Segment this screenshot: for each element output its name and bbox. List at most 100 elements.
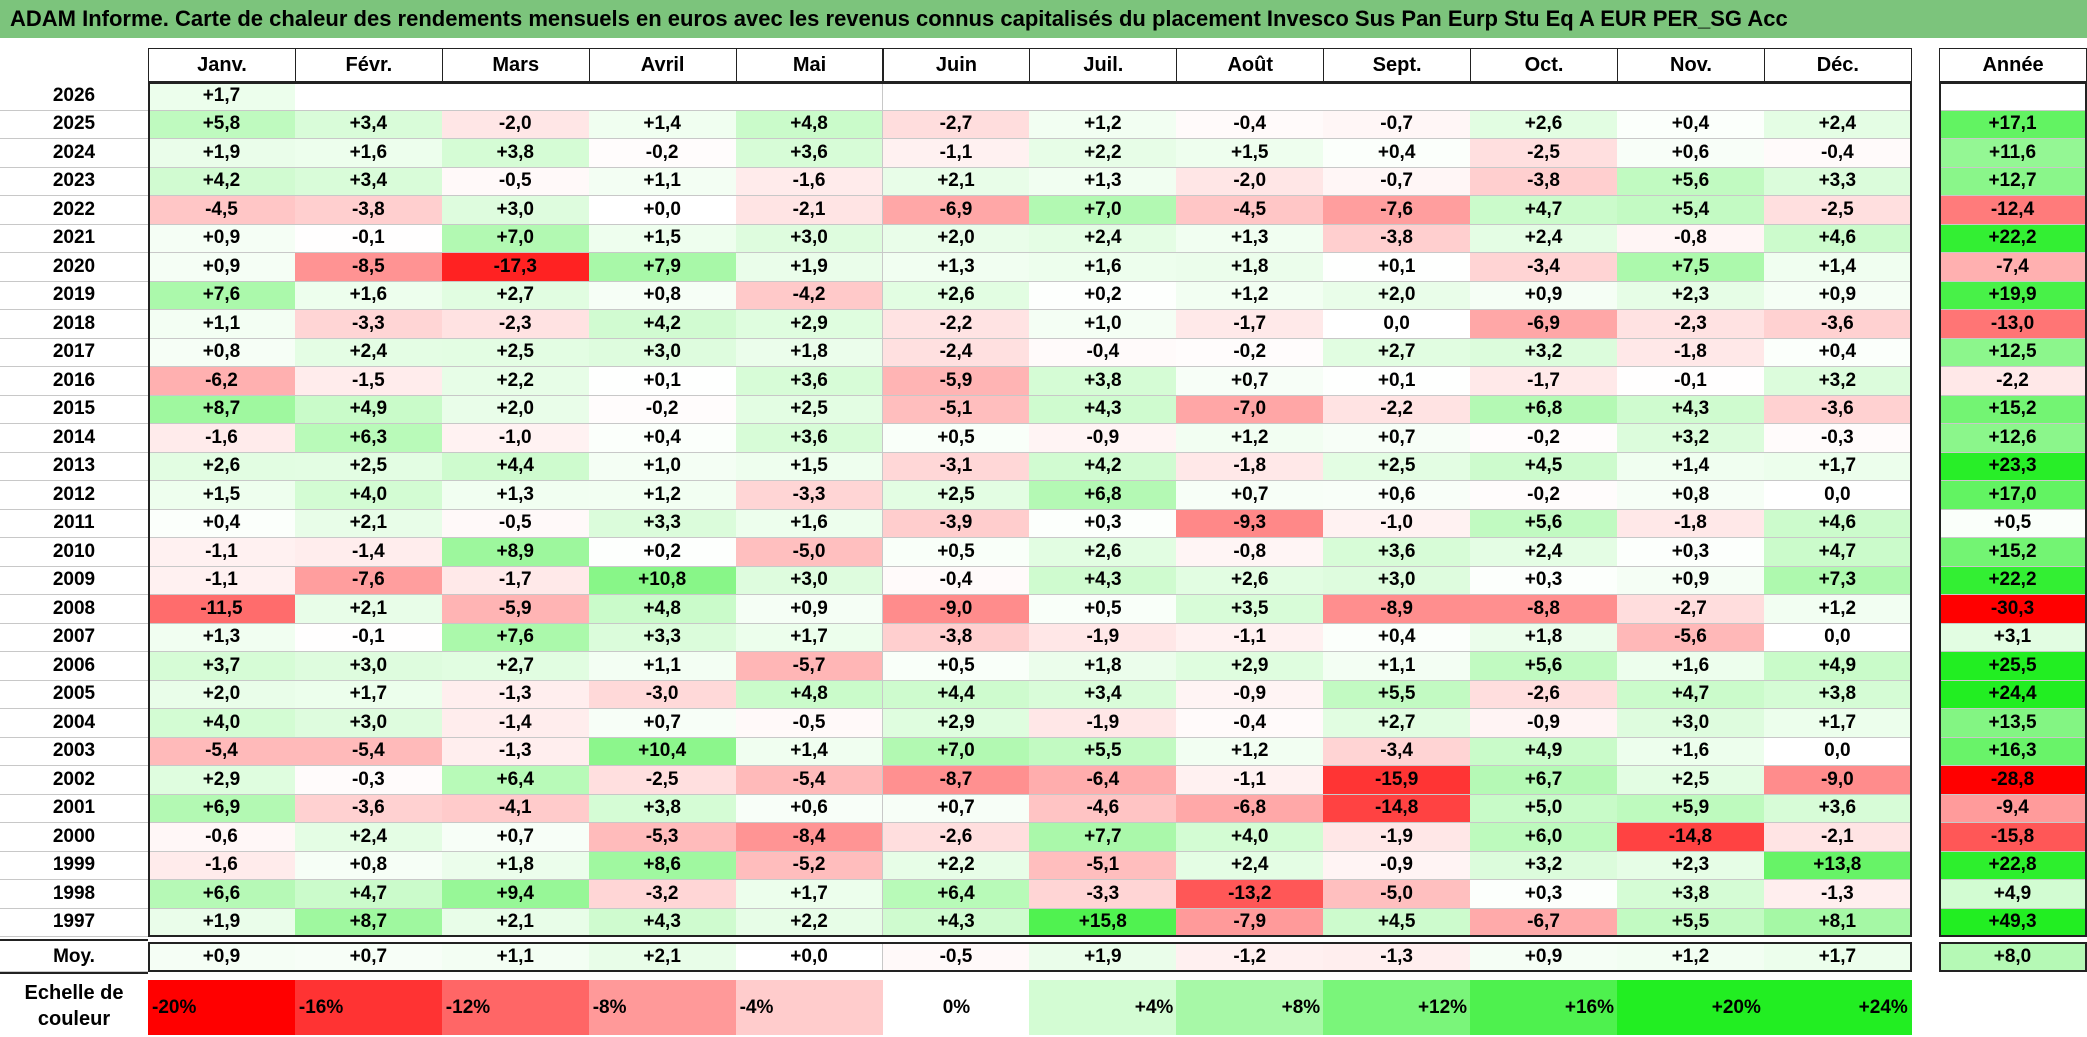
average-cell: +2,1 (588, 942, 737, 972)
heatmap-cell: +2,4 (1470, 538, 1618, 567)
heatmap-cell: +4,9 (294, 395, 443, 424)
average-cell: +0,9 (1470, 942, 1618, 972)
heatmap-cell: +2,9 (1176, 652, 1325, 681)
heatmap-cell: -1,6 (735, 167, 884, 196)
heatmap-cell: +2,6 (882, 281, 1031, 310)
month-header: Juil. (1029, 48, 1178, 82)
heatmap-cell: -5,4 (148, 737, 296, 766)
heatmap-cell: -7,9 (1176, 908, 1325, 937)
heatmap-cell: +2,1 (882, 167, 1031, 196)
heatmap-cell: +4,5 (1323, 908, 1472, 937)
heatmap-cell: +0,9 (148, 253, 296, 282)
heatmap-cell: +1,9 (148, 139, 296, 168)
heatmap-cell: +1,1 (148, 310, 296, 339)
heatmap-cell: +2,5 (1617, 766, 1765, 795)
year-label: 2001 (0, 794, 148, 823)
heatmap-cell: -0,2 (588, 395, 737, 424)
heatmap-cell (735, 82, 884, 111)
heatmap-cell: -6,9 (882, 196, 1031, 225)
heatmap-cell: +3,0 (441, 196, 590, 225)
heatmap-cell: +4,8 (735, 680, 884, 709)
heatmap-cell: +4,9 (1470, 737, 1618, 766)
heatmap-cell: +2,3 (1617, 851, 1765, 880)
heatmap-cell: +2,7 (1323, 338, 1472, 367)
year-label: 2014 (0, 424, 148, 453)
heatmap-cell: +1,8 (441, 851, 590, 880)
heatmap-cell: -5,2 (735, 851, 884, 880)
year-label: 2023 (0, 167, 148, 196)
heatmap-cell: +1,7 (294, 680, 443, 709)
heatmap-cell: -4,2 (735, 281, 884, 310)
heatmap-cell: -0,3 (294, 766, 443, 795)
heatmap-cell: +2,2 (1029, 139, 1178, 168)
month-header: Mars (441, 48, 590, 82)
year-label: 2025 (0, 110, 148, 139)
year-label: 2016 (0, 367, 148, 396)
heatmap-cell: +1,7 (1763, 452, 1912, 481)
heatmap-cell: +4,4 (441, 452, 590, 481)
heatmap-cell: +5,6 (1470, 509, 1618, 538)
heatmap-cell: +0,7 (882, 794, 1031, 823)
heatmap-cell: +1,7 (148, 82, 296, 111)
heatmap-cell: +2,6 (1029, 538, 1178, 567)
heatmap-cell: -3,4 (1470, 253, 1618, 282)
heatmap-cell: -0,4 (1176, 709, 1325, 738)
heatmap-cell: +3,7 (148, 652, 296, 681)
heatmap-cell: +3,3 (588, 509, 737, 538)
heatmap-cell: +3,6 (735, 139, 884, 168)
legend-swatch: +24% (1763, 980, 1912, 1035)
heatmap-cell: -3,3 (1029, 880, 1178, 909)
annual-cell: +12,5 (1939, 338, 2087, 367)
heatmap-cell: -3,6 (294, 794, 443, 823)
annual-cell: -13,0 (1939, 310, 2087, 339)
average-cell: +1,9 (1029, 942, 1178, 972)
heatmap-cell: -6,2 (148, 367, 296, 396)
year-label: 2013 (0, 452, 148, 481)
year-label: 2008 (0, 595, 148, 624)
heatmap-cell: +0,5 (1029, 595, 1178, 624)
heatmap-cell: +2,4 (294, 823, 443, 852)
heatmap-cell: +3,0 (294, 652, 443, 681)
separator-line (0, 939, 148, 941)
heatmap-cell: +1,8 (735, 338, 884, 367)
legend-swatch: +8% (1176, 980, 1325, 1035)
heatmap-cell: +2,9 (148, 766, 296, 795)
heatmap-cell: -1,1 (882, 139, 1031, 168)
heatmap-cell: +3,5 (1176, 595, 1325, 624)
heatmap-cell: +2,1 (294, 509, 443, 538)
heatmap-cell: +4,3 (882, 908, 1031, 937)
heatmap-cell: +5,8 (148, 110, 296, 139)
annual-cell: -9,4 (1939, 794, 2087, 823)
heatmap-cell: +7,3 (1763, 566, 1912, 595)
heatmap-cell (1470, 82, 1618, 111)
heatmap-cell: +9,4 (441, 880, 590, 909)
heatmap-cell: +10,8 (588, 566, 737, 595)
heatmap-cell: -3,4 (1323, 737, 1472, 766)
heatmap-cell: -1,1 (1176, 766, 1325, 795)
heatmap-cell: +1,6 (294, 139, 443, 168)
heatmap-cell: +1,3 (1029, 167, 1178, 196)
annual-cell: +49,3 (1939, 908, 2087, 937)
heatmap-cell: +7,7 (1029, 823, 1178, 852)
heatmap-cell: +0,9 (1763, 281, 1912, 310)
year-label: 2009 (0, 566, 148, 595)
heatmap-cell: -3,8 (1470, 167, 1618, 196)
year-label: 1999 (0, 851, 148, 880)
heatmap-cell: -1,0 (1323, 509, 1472, 538)
annual-cell: +11,6 (1939, 139, 2087, 168)
heatmap-cell: -14,8 (1323, 794, 1472, 823)
annual-cell: +13,5 (1939, 709, 2087, 738)
heatmap-cell: -5,3 (588, 823, 737, 852)
heatmap-cell: -14,8 (1617, 823, 1765, 852)
heatmap-cell: -1,5 (294, 367, 443, 396)
heatmap-cell: +0,6 (1323, 481, 1472, 510)
heatmap-cell: -1,8 (1617, 509, 1765, 538)
heatmap-cell: +1,3 (882, 253, 1031, 282)
year-label: 2006 (0, 652, 148, 681)
heatmap-cell: -2,3 (441, 310, 590, 339)
heatmap-cell: -0,2 (1470, 481, 1618, 510)
heatmap-cell: +6,8 (1470, 395, 1618, 424)
average-cell: +0,9 (148, 942, 296, 972)
year-label: 2022 (0, 196, 148, 225)
heatmap-cell: -17,3 (441, 253, 590, 282)
